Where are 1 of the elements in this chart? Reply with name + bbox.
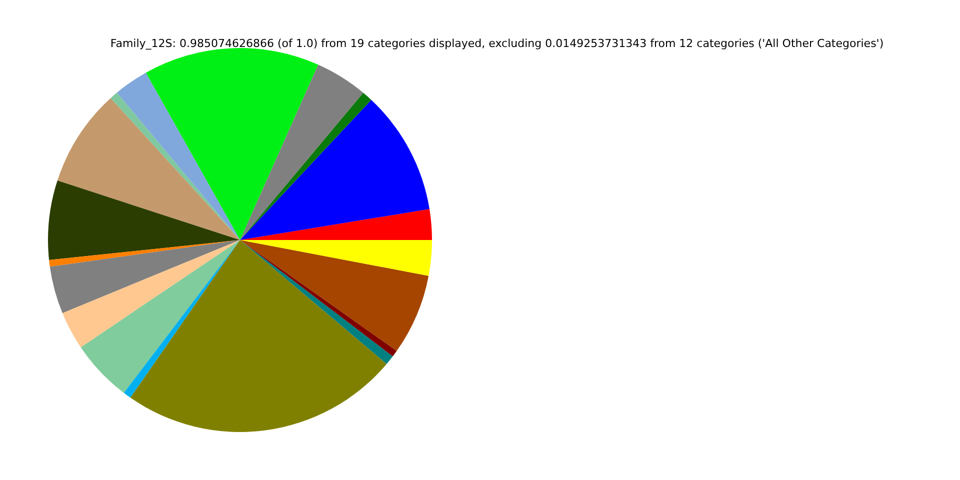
text: Family_12S: 0.985074626866 (of 1.0) from 19 categories displayed, excluding 0.0149253731343 from 12 categories ('All Other Categories') bbox=[110, 37, 884, 50]
